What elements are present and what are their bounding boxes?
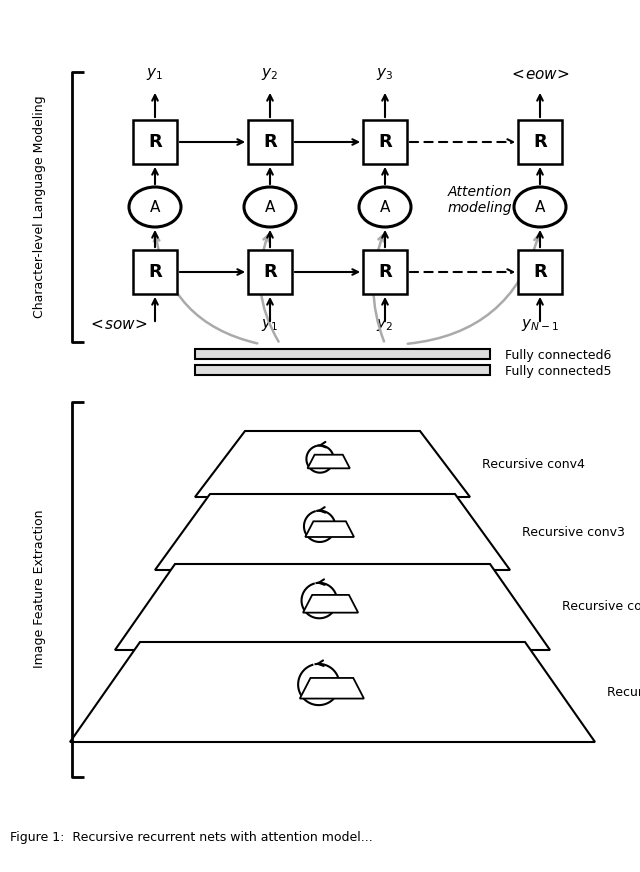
- Polygon shape: [155, 494, 510, 570]
- FancyBboxPatch shape: [133, 120, 177, 164]
- Text: $y_2$: $y_2$: [376, 317, 394, 333]
- Text: Recursive conv2: Recursive conv2: [562, 601, 640, 614]
- Text: $y_3$: $y_3$: [376, 66, 394, 82]
- Text: Attention
modeling: Attention modeling: [448, 185, 513, 215]
- Text: A: A: [380, 200, 390, 215]
- Polygon shape: [305, 521, 354, 537]
- Text: A: A: [265, 200, 275, 215]
- Bar: [195, 349, 490, 359]
- Text: $y_{N-1}$: $y_{N-1}$: [521, 317, 559, 333]
- Polygon shape: [195, 431, 470, 497]
- FancyBboxPatch shape: [363, 250, 407, 294]
- Text: R: R: [148, 133, 162, 151]
- FancyBboxPatch shape: [518, 250, 562, 294]
- Text: R: R: [533, 263, 547, 281]
- Text: Recursive conv3: Recursive conv3: [522, 526, 625, 539]
- Polygon shape: [300, 678, 364, 698]
- Text: R: R: [263, 133, 277, 151]
- Text: Fully connected6: Fully connected6: [505, 350, 611, 363]
- Text: $<\!eow\!>$: $<\!eow\!>$: [509, 67, 570, 82]
- FancyBboxPatch shape: [248, 120, 292, 164]
- Polygon shape: [308, 454, 350, 468]
- Text: R: R: [378, 133, 392, 151]
- Text: Figure 1:  Recursive recurrent nets with attention model...: Figure 1: Recursive recurrent nets with …: [10, 831, 372, 844]
- Text: R: R: [263, 263, 277, 281]
- Text: Image Feature Extraction: Image Feature Extraction: [33, 510, 47, 668]
- Text: R: R: [378, 263, 392, 281]
- Bar: [195, 365, 490, 375]
- Text: $y_1$: $y_1$: [262, 317, 278, 333]
- Text: A: A: [535, 200, 545, 215]
- Ellipse shape: [129, 187, 181, 227]
- FancyBboxPatch shape: [363, 120, 407, 164]
- Polygon shape: [303, 595, 358, 613]
- Text: $y_2$: $y_2$: [262, 66, 278, 82]
- Text: R: R: [533, 133, 547, 151]
- Text: Recursive conv4: Recursive conv4: [482, 458, 585, 471]
- Text: R: R: [148, 263, 162, 281]
- Text: Character-level Language Modeling: Character-level Language Modeling: [33, 96, 47, 318]
- FancyBboxPatch shape: [518, 120, 562, 164]
- Text: A: A: [150, 200, 160, 215]
- Polygon shape: [115, 564, 550, 650]
- Text: Fully connected5: Fully connected5: [505, 365, 611, 378]
- Ellipse shape: [514, 187, 566, 227]
- Text: Recursive conv1: Recursive conv1: [607, 685, 640, 698]
- FancyBboxPatch shape: [133, 250, 177, 294]
- Ellipse shape: [359, 187, 411, 227]
- FancyBboxPatch shape: [248, 250, 292, 294]
- Polygon shape: [70, 642, 595, 742]
- Text: $<\!sow\!>$: $<\!sow\!>$: [88, 317, 148, 332]
- Ellipse shape: [244, 187, 296, 227]
- Text: $y_1$: $y_1$: [147, 66, 164, 82]
